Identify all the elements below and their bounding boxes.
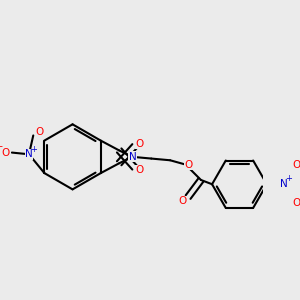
Text: N: N xyxy=(129,152,136,162)
Text: O: O xyxy=(293,160,300,170)
Text: O: O xyxy=(293,198,300,208)
Text: +: + xyxy=(286,174,292,183)
Text: O: O xyxy=(35,127,44,137)
Text: O: O xyxy=(2,148,10,158)
Text: N: N xyxy=(25,149,33,159)
Text: O: O xyxy=(136,165,144,175)
Text: O: O xyxy=(178,196,186,206)
Text: O: O xyxy=(136,139,144,148)
Text: O: O xyxy=(185,160,193,170)
Text: -: - xyxy=(0,141,3,151)
Text: +: + xyxy=(30,145,37,154)
Text: N: N xyxy=(280,179,288,189)
